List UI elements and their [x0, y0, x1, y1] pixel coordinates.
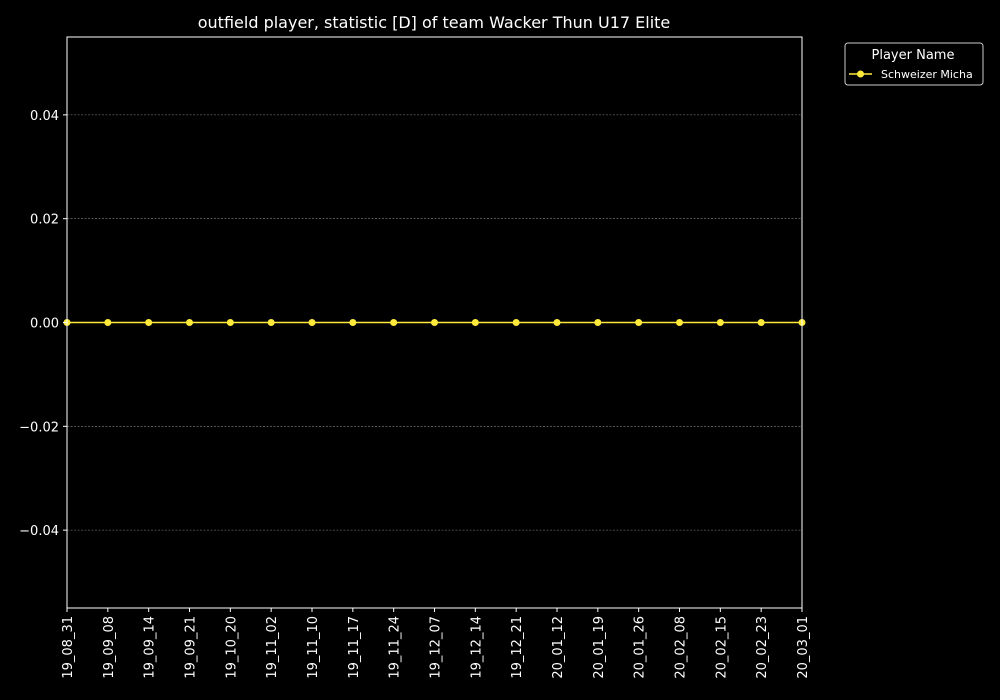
data-point [676, 319, 683, 326]
y-tick-label: −0.02 [19, 420, 59, 435]
series-layer [63, 319, 806, 326]
x-tick-label: 20_02_15 [714, 616, 729, 679]
x-tick-label: 19_12_21 [510, 616, 525, 679]
chart-title: outfield player, statistic [D] of team W… [198, 13, 671, 32]
x-tick-label: 19_12_14 [469, 616, 484, 679]
x-tick-label: 19_11_24 [388, 616, 403, 679]
legend-label: Schweizer Micha [881, 68, 973, 81]
data-point [431, 319, 438, 326]
x-tick-label: 20_02_23 [755, 616, 770, 679]
x-tick-label: 19_09_14 [143, 616, 158, 679]
x-tick-label: 19_10_20 [224, 616, 239, 679]
data-point [186, 319, 193, 326]
data-point [594, 319, 602, 326]
data-point [390, 319, 398, 326]
data-point [104, 319, 112, 326]
x-tick-label: 19_11_17 [347, 616, 362, 679]
y-tick-label: 0.04 [30, 109, 59, 124]
y-tick-label: 0.00 [30, 317, 59, 332]
x-tick-label: 19_09_08 [102, 616, 117, 679]
data-point [267, 319, 275, 326]
x-tick-label: 19_11_02 [265, 616, 280, 679]
data-point [349, 319, 357, 326]
legend: Player Name Schweizer Micha [844, 42, 984, 86]
x-tick-label: 19_09_21 [184, 616, 199, 679]
data-point [471, 319, 479, 326]
y-tick-label: 0.02 [30, 213, 59, 228]
x-axis: 19_08_31 19_09_08 19_09_14 19_09_21 19_10_20… [61, 608, 811, 679]
data-point [635, 319, 643, 326]
data-point [226, 319, 234, 326]
data-point [553, 319, 561, 326]
data-point [512, 319, 520, 326]
data-point [308, 319, 316, 326]
x-tick-label: 20_01_19 [592, 616, 607, 679]
x-tick-label: 19_08_31 [61, 616, 76, 679]
data-point [757, 319, 765, 326]
x-tick-label: 20_01_12 [551, 616, 566, 679]
legend-box [844, 42, 984, 86]
data-point [716, 319, 724, 326]
x-tick-label: 20_01_26 [633, 616, 648, 679]
legend-point-marker [857, 70, 864, 78]
x-tick-label: 19_11_10 [306, 616, 321, 679]
x-tick-label: 19_12_07 [429, 616, 444, 679]
y-axis: 0.04 0.02 0.00 −0.02 −0.04 [19, 109, 67, 539]
legend-title: Player Name [872, 48, 955, 63]
x-tick-label: 20_03_01 [796, 616, 811, 679]
x-tick-label: 20_02_08 [674, 616, 689, 679]
data-point [145, 319, 153, 326]
y-tick-label: −0.04 [19, 524, 59, 539]
